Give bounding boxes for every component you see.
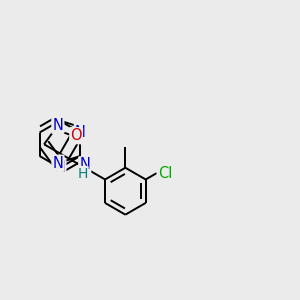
- Text: O: O: [70, 128, 82, 143]
- Text: N: N: [79, 158, 90, 172]
- Text: N: N: [75, 125, 86, 140]
- Text: N: N: [52, 156, 63, 171]
- Text: N: N: [54, 160, 65, 175]
- Text: Cl: Cl: [158, 166, 172, 181]
- Text: N: N: [52, 118, 63, 133]
- Text: H: H: [77, 167, 88, 181]
